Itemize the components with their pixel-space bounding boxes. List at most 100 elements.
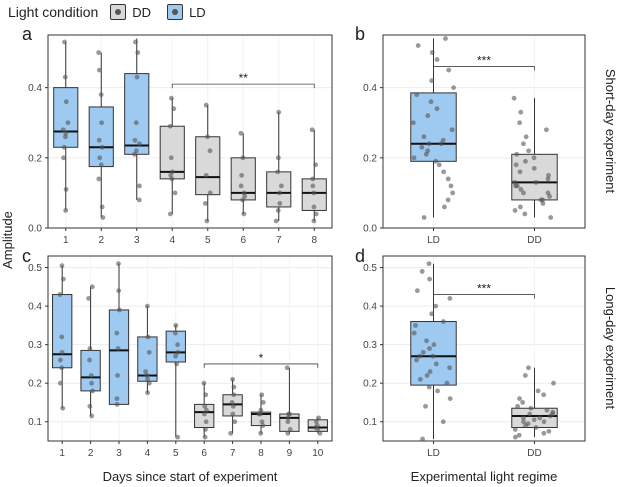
data-point: [423, 403, 428, 409]
data-point: [204, 407, 209, 413]
data-point: [202, 201, 208, 206]
x-tick-label: 6: [201, 448, 207, 459]
data-point: [415, 43, 421, 48]
data-point: [99, 144, 105, 150]
data-point: [518, 187, 524, 192]
data-point: [116, 288, 122, 294]
data-point: [548, 215, 554, 220]
legend-swatch-dd: [110, 4, 127, 20]
data-point: [168, 95, 174, 101]
box-3: [124, 38, 150, 203]
x-tick-label: 7: [276, 235, 282, 246]
data-point: [62, 39, 67, 45]
x-tick-label: 4: [169, 235, 175, 246]
data-point: [115, 346, 121, 351]
data-point: [63, 99, 69, 105]
x-tick-label: 1: [63, 235, 69, 246]
box-6: [194, 380, 215, 440]
data-point: [132, 137, 138, 143]
y-tick-label: 0.5: [28, 263, 42, 274]
significance-bracket: [171, 83, 315, 89]
y-tick-label: 0.3: [363, 340, 377, 351]
data-point: [440, 419, 446, 425]
data-point: [447, 396, 453, 402]
significance-label: ***: [477, 54, 491, 68]
data-point: [62, 74, 68, 80]
data-point: [275, 169, 281, 175]
data-point: [544, 407, 550, 413]
y-tick-label: 0.5: [363, 263, 377, 274]
data-point: [231, 392, 237, 398]
data-point: [309, 127, 315, 133]
data-point: [313, 162, 319, 168]
data-point: [313, 419, 319, 425]
data-point: [533, 425, 539, 430]
x-tick-label: 5: [205, 235, 211, 246]
data-point: [98, 92, 104, 98]
data-point: [96, 67, 102, 73]
x-tick-label: DD: [527, 448, 541, 459]
data-point: [517, 396, 522, 402]
y-tick-label: 0.1: [28, 417, 42, 428]
data-point: [316, 415, 321, 421]
data-point: [146, 380, 152, 386]
data-point: [414, 357, 419, 363]
data-point: [531, 155, 537, 161]
data-point: [59, 365, 65, 371]
data-point: [134, 74, 140, 80]
data-point: [436, 162, 442, 168]
data-point: [528, 405, 534, 411]
data-point: [546, 172, 551, 178]
data-point: [117, 307, 122, 313]
panel-border: [382, 255, 586, 442]
box-1: [53, 39, 79, 213]
data-point: [546, 428, 552, 434]
data-point: [239, 172, 245, 178]
data-point: [451, 85, 456, 91]
y-tick-label: 0.2: [28, 379, 42, 390]
data-point: [427, 369, 433, 375]
data-point: [273, 218, 279, 224]
y-tick-label: 0.0: [28, 224, 42, 235]
significance-bracket: [203, 363, 319, 368]
data-point: [59, 334, 65, 340]
x-tick-label: 10: [312, 448, 324, 459]
box-1: [52, 263, 73, 411]
data-point: [413, 322, 418, 328]
data-point: [433, 158, 439, 164]
data-point: [207, 190, 213, 196]
panel-letter: a: [22, 24, 33, 44]
panel-a: a 0.0 0.2 0.4 1 2 3 4 5 6 7 8 **: [22, 24, 333, 246]
data-point: [310, 176, 316, 182]
data-point: [512, 179, 518, 185]
data-point: [521, 419, 526, 425]
data-point: [143, 369, 149, 375]
data-point: [60, 127, 66, 133]
data-point: [59, 349, 65, 355]
data-point: [426, 261, 432, 267]
panel-letter: c: [22, 246, 31, 266]
significance-bracket: [433, 66, 535, 71]
data-point: [167, 211, 173, 217]
data-point: [419, 144, 425, 150]
box-LD: [410, 261, 457, 442]
data-point: [96, 50, 102, 55]
y-axis-title: Amplitude: [0, 211, 15, 269]
legend-dot-icon: [172, 9, 179, 15]
data-point: [520, 400, 526, 405]
box-body: [52, 294, 73, 369]
data-point: [228, 430, 234, 436]
data-point: [426, 384, 432, 390]
data-point: [63, 208, 69, 213]
data-point: [414, 288, 420, 294]
data-point: [259, 392, 265, 398]
panel-border: [47, 255, 333, 442]
data-point: [89, 380, 95, 386]
significance-label: ***: [477, 282, 491, 296]
data-point: [411, 330, 417, 336]
data-point: [521, 141, 526, 147]
data-point: [100, 215, 106, 220]
data-point: [429, 78, 435, 84]
box-4: [137, 303, 158, 396]
